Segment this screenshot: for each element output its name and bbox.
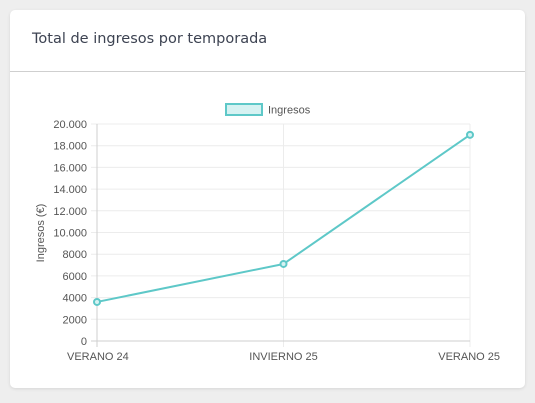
- x-tick-label: VERANO 25: [438, 351, 500, 363]
- y-tick-label: 14.000: [53, 184, 87, 196]
- y-tick-label: 20.000: [53, 119, 87, 131]
- card-title: Total de ingresos por temporada: [32, 31, 268, 47]
- data-point[interactable]: [93, 297, 101, 306]
- y-tick-label: 0: [81, 336, 87, 348]
- series-layer: [93, 130, 474, 306]
- data-point[interactable]: [466, 130, 474, 139]
- y-tick-label: 10.000: [53, 228, 87, 240]
- y-tick-label: 18.000: [53, 141, 87, 153]
- y-tick-label: 4000: [63, 293, 87, 305]
- legend[interactable]: Ingresos: [225, 103, 311, 117]
- y-axis-title: Ingresos (€): [35, 204, 47, 263]
- y-tick-label: 16.000: [53, 162, 87, 174]
- data-point[interactable]: [279, 259, 288, 268]
- y-tick-labels: 0 2000 4000 6000 8000 10.000 12.000 14.000 16.00…: [53, 119, 87, 348]
- y-tick-label: 2000: [63, 314, 87, 326]
- grid-lines: [91, 123, 471, 347]
- x-tick-label: VERANO 24: [67, 351, 129, 363]
- legend-swatch: [225, 103, 263, 116]
- card-header: Total de ingresos por temporada: [10, 10, 525, 72]
- chart-card: Total de ingresos por temporada: [10, 10, 525, 388]
- y-tick-label: 6000: [63, 271, 87, 283]
- legend-label-ingresos: Ingresos: [268, 105, 311, 117]
- x-tick-labels: VERANO 24 INVIERNO 25 VERANO 25: [67, 351, 500, 363]
- y-tick-label: 12.000: [53, 206, 87, 218]
- x-tick-label: INVIERNO 25: [249, 351, 317, 363]
- y-tick-label: 8000: [63, 249, 87, 261]
